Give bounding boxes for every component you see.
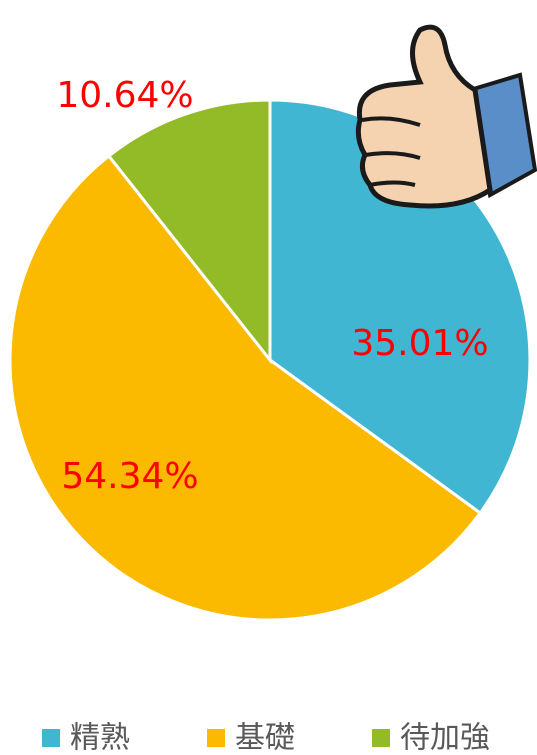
legend-swatch xyxy=(207,729,225,747)
legend: 精熟 基礎 待加強 xyxy=(42,721,490,755)
data-label: 54.34% xyxy=(61,456,198,497)
legend-swatch xyxy=(372,729,390,747)
data-label: 10.64% xyxy=(56,75,193,116)
pie-slice xyxy=(106,98,272,365)
legend-label: 精熟 xyxy=(70,721,130,755)
thumbs-up-icon xyxy=(355,24,537,209)
legend-label: 待加強 xyxy=(400,721,490,755)
legend-label: 基礎 xyxy=(235,721,295,755)
data-label: 35.01% xyxy=(351,323,488,364)
legend-swatch xyxy=(42,729,60,747)
pie-slice xyxy=(8,153,483,622)
